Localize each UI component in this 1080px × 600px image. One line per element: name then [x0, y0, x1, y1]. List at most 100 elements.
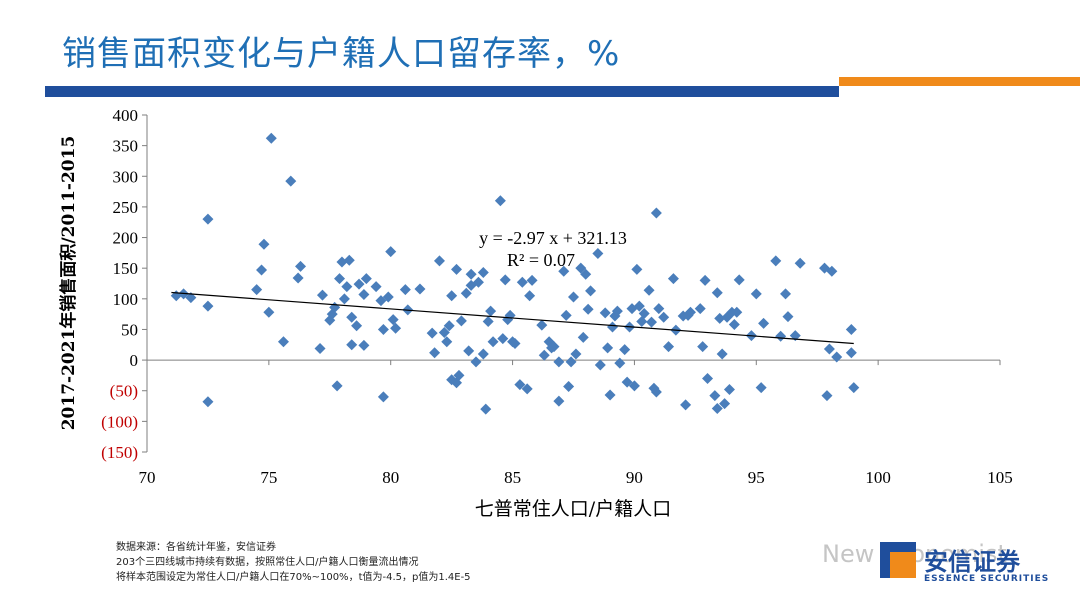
chart-points — [170, 132, 860, 415]
trendline-group — [171, 291, 854, 345]
data-point — [351, 320, 363, 332]
data-point — [733, 274, 745, 286]
data-point — [553, 356, 565, 368]
y-tick-label: (100) — [101, 412, 138, 431]
data-point — [433, 255, 445, 267]
data-point — [358, 289, 370, 301]
data-point — [684, 306, 696, 318]
data-point — [338, 293, 350, 305]
data-point — [446, 290, 458, 302]
data-point — [370, 281, 382, 293]
data-point — [316, 289, 328, 301]
data-point — [680, 399, 692, 411]
data-point — [663, 341, 675, 353]
page-title: 销售面积变化与户籍人口留存率，% — [62, 34, 621, 74]
data-point — [334, 273, 346, 285]
x-axis-title: 七普常住人口/户籍人口 — [475, 498, 671, 520]
data-point — [723, 384, 735, 396]
data-point — [438, 327, 450, 339]
equation-label: y = -2.97 x + 321.13 — [479, 228, 627, 248]
data-point — [516, 276, 528, 288]
y-tick-label: (150) — [101, 443, 138, 462]
data-point — [414, 283, 426, 295]
data-point — [614, 357, 626, 369]
y-tick-label: 50 — [121, 320, 138, 339]
data-point — [482, 315, 494, 327]
x-tick-label: 100 — [865, 468, 891, 487]
data-point — [387, 314, 399, 326]
data-point — [697, 341, 709, 353]
x-tick-label: 105 — [987, 468, 1013, 487]
data-point — [594, 359, 606, 371]
data-point — [599, 307, 611, 319]
data-point — [514, 379, 526, 391]
y-tick-label: 250 — [113, 198, 139, 217]
data-point — [714, 312, 726, 324]
data-point — [485, 305, 497, 317]
data-point — [650, 386, 662, 398]
data-point — [548, 341, 560, 353]
data-point — [568, 291, 579, 303]
y-tick-label: 400 — [113, 106, 139, 125]
y-tick-label: 350 — [113, 137, 139, 156]
data-point — [604, 389, 616, 401]
data-point — [848, 382, 860, 394]
y-tick-label: 0 — [130, 351, 139, 370]
data-point — [465, 268, 477, 280]
data-point — [553, 395, 565, 407]
data-point — [821, 390, 833, 402]
y-axis-title: 2017-2021年销售面积/2011-2015 — [58, 136, 79, 431]
data-point — [709, 390, 721, 402]
chart-axes: 400 350 300 250 200 150 100 50 0 (50) (100) (150)70… — [101, 106, 1013, 487]
data-point — [631, 263, 643, 275]
data-point — [521, 383, 533, 395]
data-point — [358, 339, 370, 351]
data-point — [775, 330, 787, 342]
data-point — [563, 380, 575, 392]
source-footnote: 数据来源：各省统计年鉴，安信证券 203个三四线城市持续有数据，按照常住人口/户… — [116, 540, 471, 585]
data-point — [699, 274, 711, 286]
data-point — [826, 265, 838, 277]
trendline — [171, 291, 854, 345]
data-point — [377, 323, 389, 335]
y-tick-label: 200 — [113, 229, 139, 248]
data-point — [728, 319, 740, 331]
data-point — [711, 402, 723, 414]
data-point — [592, 247, 604, 259]
data-point — [265, 132, 277, 144]
data-point — [845, 323, 857, 335]
data-point — [343, 254, 355, 266]
r-squared-label: R² = 0.07 — [507, 250, 575, 270]
data-point — [292, 272, 304, 284]
data-point — [499, 274, 511, 286]
data-point — [426, 327, 438, 339]
footnote-line: 数据来源：各省统计年鉴，安信证券 — [116, 542, 276, 553]
data-point — [526, 274, 538, 286]
data-point — [794, 257, 806, 269]
data-point — [602, 342, 614, 354]
x-tick-label: 90 — [626, 468, 643, 487]
data-point — [202, 213, 214, 225]
data-point — [577, 331, 589, 343]
y-tick-label: 100 — [113, 290, 139, 309]
data-point — [353, 278, 365, 290]
data-point — [443, 320, 455, 332]
y-tick-label: 150 — [113, 259, 139, 278]
data-point — [633, 300, 645, 312]
data-point — [645, 316, 657, 328]
data-point — [702, 372, 714, 384]
data-point — [509, 338, 521, 350]
data-point — [346, 311, 358, 323]
data-point — [638, 308, 650, 320]
logo-english-name: ESSENCE SECURITIES — [924, 574, 1050, 584]
data-point — [346, 339, 358, 351]
company-logo: 安信证券 ESSENCE SECURITIES — [880, 542, 1070, 592]
data-point — [606, 321, 618, 333]
data-point — [750, 288, 762, 300]
data-point — [472, 276, 484, 288]
data-point — [463, 345, 475, 357]
data-point — [845, 347, 857, 359]
data-point — [455, 315, 467, 327]
data-point — [331, 380, 343, 392]
data-point — [429, 347, 441, 359]
